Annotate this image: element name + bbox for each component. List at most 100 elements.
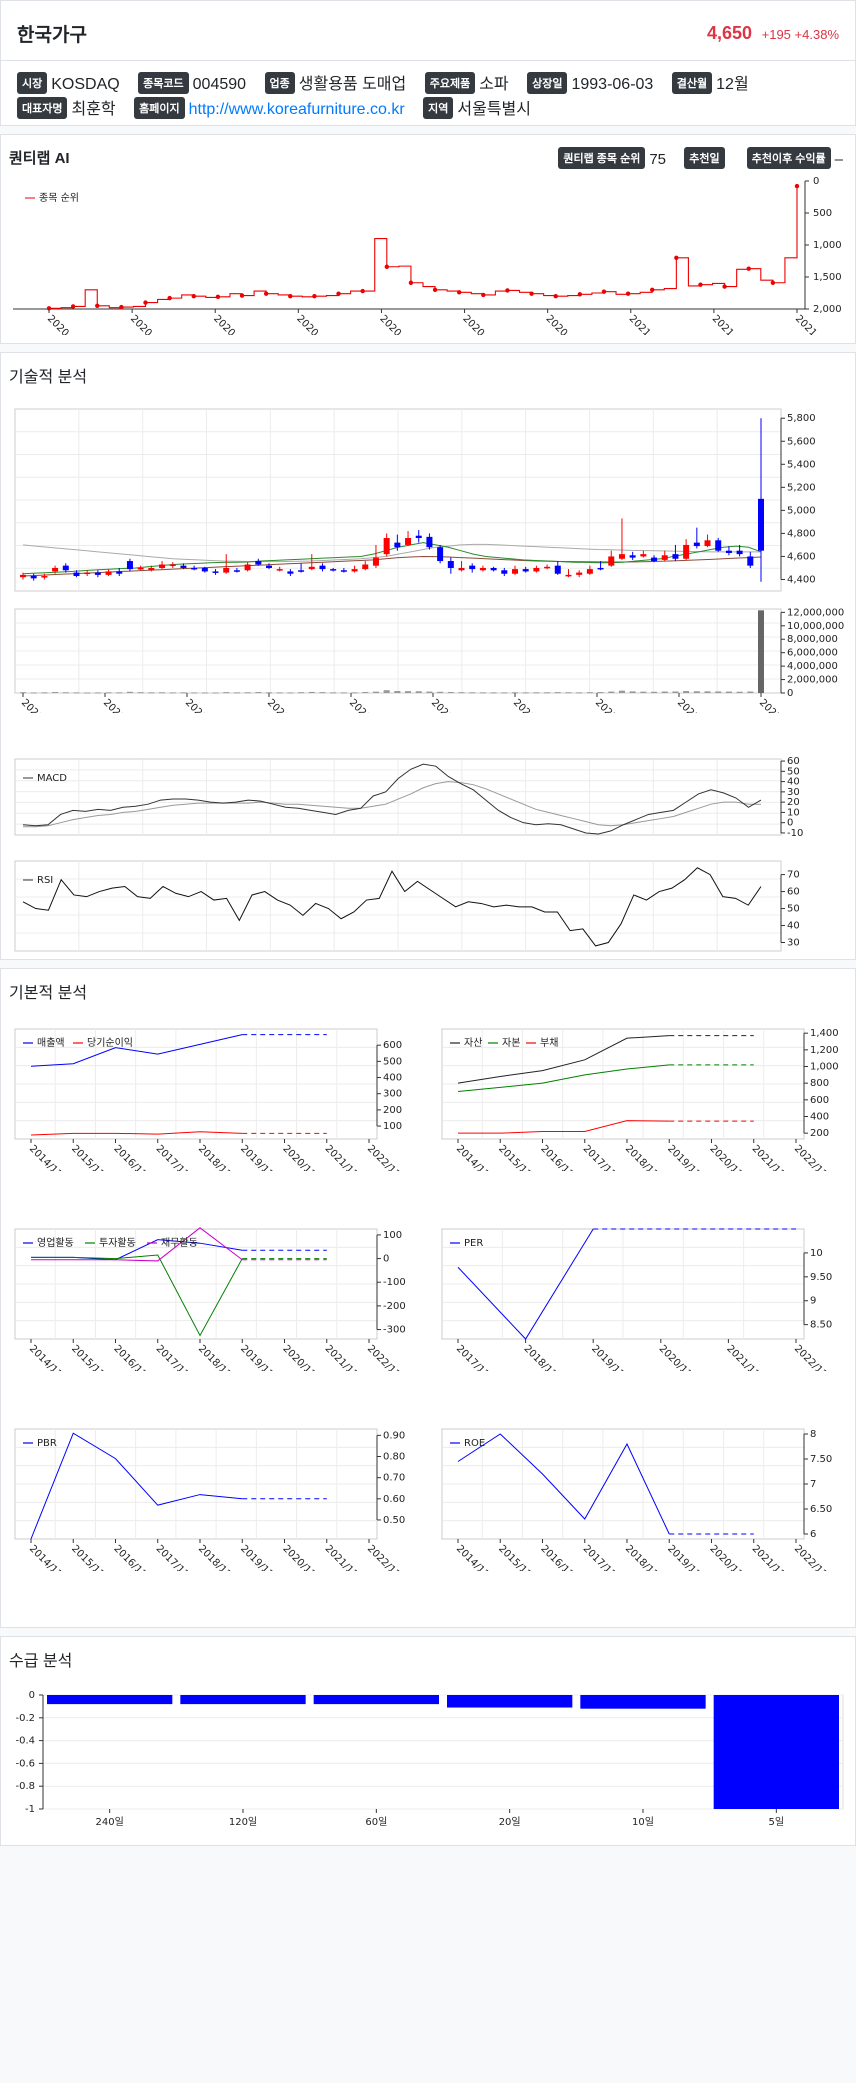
candle-body (437, 547, 444, 562)
candle-body (362, 564, 369, 570)
rank-point (143, 300, 148, 305)
candle-body (276, 569, 283, 571)
volume-bar (715, 691, 722, 693)
revenue-year-label: 2015/12 (69, 1143, 106, 1171)
candle-body (405, 538, 412, 545)
pbr-year-label: 2018/12 (196, 1543, 233, 1571)
cashflow-tick-label: 100 (383, 1230, 402, 1241)
rank-point (577, 292, 583, 297)
candle-body (255, 561, 262, 565)
header-divider (1, 60, 855, 61)
volume-bar (340, 692, 347, 694)
candle-body (191, 567, 198, 570)
price-tick-label: 4,800 (787, 528, 816, 539)
volume-bar (501, 692, 508, 694)
balance-year-label: 2019/12 (665, 1143, 702, 1171)
financing-line (31, 1227, 243, 1262)
candle-body (266, 565, 272, 568)
volume-date-label: 2020-12-18 (429, 697, 478, 713)
revenue-year-label: 2016/12 (111, 1143, 148, 1171)
volume-bar (640, 691, 647, 693)
values-line (457, 1433, 670, 1535)
supply-tick-label: -0.6 (15, 1758, 35, 1769)
volume-bar (458, 692, 465, 694)
volume-bar (148, 692, 155, 694)
rank-point (239, 293, 245, 298)
candle-body (758, 498, 764, 551)
volume-bar (672, 691, 679, 693)
candle-body (52, 567, 59, 572)
candle-body (597, 567, 604, 570)
balance-year-label: 2015/12 (496, 1143, 533, 1171)
volume-bar (426, 691, 433, 693)
per-year-label: 2021/12 (724, 1343, 761, 1371)
supply-period-label: 20일 (499, 1816, 521, 1828)
assets-line (457, 1035, 670, 1084)
candle-body (148, 567, 155, 571)
rsi-tick-label: 50 (787, 904, 800, 915)
supply-tick-label: 0 (29, 1690, 35, 1701)
revenue-year-label: 2022/12 (365, 1143, 402, 1171)
cashflow-year-label: 2014/12 (27, 1343, 64, 1371)
stock-header-card: 한국가구 4,650 +195 +4.38% 시장 KOSDAQ 종목코드 0045… (0, 0, 856, 126)
volume-bar (447, 691, 454, 693)
y-tick-label: 0 (813, 176, 819, 187)
listing-date-value: 1993-06-03 (571, 76, 654, 93)
cashflow-year-label: 2018/12 (196, 1343, 233, 1371)
rank-point (95, 303, 100, 308)
technical-analysis-card: 기술적 분석 4,400 4,600 4,800 5,000 5,200 5,400 5,6… (0, 352, 856, 960)
volume-bar (415, 691, 422, 693)
pbr-tick-label: 0.50 (383, 1515, 405, 1526)
fiscal-month-badge: 결산월 (671, 72, 713, 94)
ma-long-line (22, 543, 761, 563)
candle-body (512, 569, 518, 574)
pbr-year-label: 2022/12 (365, 1543, 402, 1571)
volume-date-label: 2020-12-01 (265, 697, 314, 713)
rank-point (601, 289, 607, 294)
candle-body (554, 565, 561, 574)
rank-point (288, 294, 293, 299)
balance-year-label: 2018/12 (623, 1143, 660, 1171)
cashflow-tick-label: -100 (383, 1277, 406, 1288)
cashflow-year-label: 2016/12 (111, 1343, 148, 1371)
volume-bar (437, 691, 444, 693)
volume-bar (479, 692, 486, 694)
pbr-year-label: 2017/12 (154, 1543, 191, 1571)
rank-point (312, 294, 317, 299)
volume-bar (661, 691, 668, 693)
product-badge: 주요제품 (424, 72, 476, 94)
volume-bar (116, 692, 123, 694)
price-tick-label: 5,000 (787, 505, 816, 516)
revenue-tick-label: 500 (383, 1056, 402, 1067)
per-chart: 8.50 9 9.50 10 2017/12 2018/12 2019/12 2020/12 2… (441, 1228, 832, 1371)
macd-tick-label: 0 (787, 818, 793, 829)
volume-bar (383, 690, 390, 693)
pbr-year-label: 2019/12 (238, 1543, 275, 1571)
candle-body (372, 557, 379, 566)
rank-point (456, 290, 462, 295)
rsi-tick-label: 70 (787, 870, 800, 881)
macd-tick-label: -10 (787, 828, 803, 837)
homepage-link[interactable]: http://www.koreafurniture.co.kr (188, 101, 405, 118)
revenue-tick-label: 200 (383, 1105, 402, 1116)
balance-year-label: 2017/12 (581, 1143, 618, 1171)
legend-label: 매출액 (37, 1037, 65, 1049)
candle-body (426, 536, 433, 548)
volume-bar (608, 691, 615, 693)
volume-date-label: 2021-01-20 (675, 697, 724, 713)
supply-tick-label: -0.8 (15, 1781, 35, 1792)
supply-bar-chart: 0 -0.2 -0.4 -0.6 -0.8 -1 240일 120일 60일 20일 10일 5일 (15, 1690, 844, 1828)
candle-body (330, 569, 337, 571)
volume-bar (586, 692, 593, 694)
rank-point (650, 287, 655, 292)
industry-value: 생활용품 도매업 (298, 76, 407, 93)
candle-body (447, 561, 454, 568)
supply-period-label: 240일 (96, 1816, 124, 1828)
rank-point (119, 304, 124, 310)
candle-body (159, 564, 166, 568)
supply-tick-label: -0.4 (15, 1736, 35, 1747)
price-tick-label: 5,200 (787, 482, 816, 493)
macd-signal-line (23, 781, 761, 828)
legend-label: RSI (37, 875, 53, 886)
rank-date-label: 2021-01-29 (793, 313, 842, 335)
